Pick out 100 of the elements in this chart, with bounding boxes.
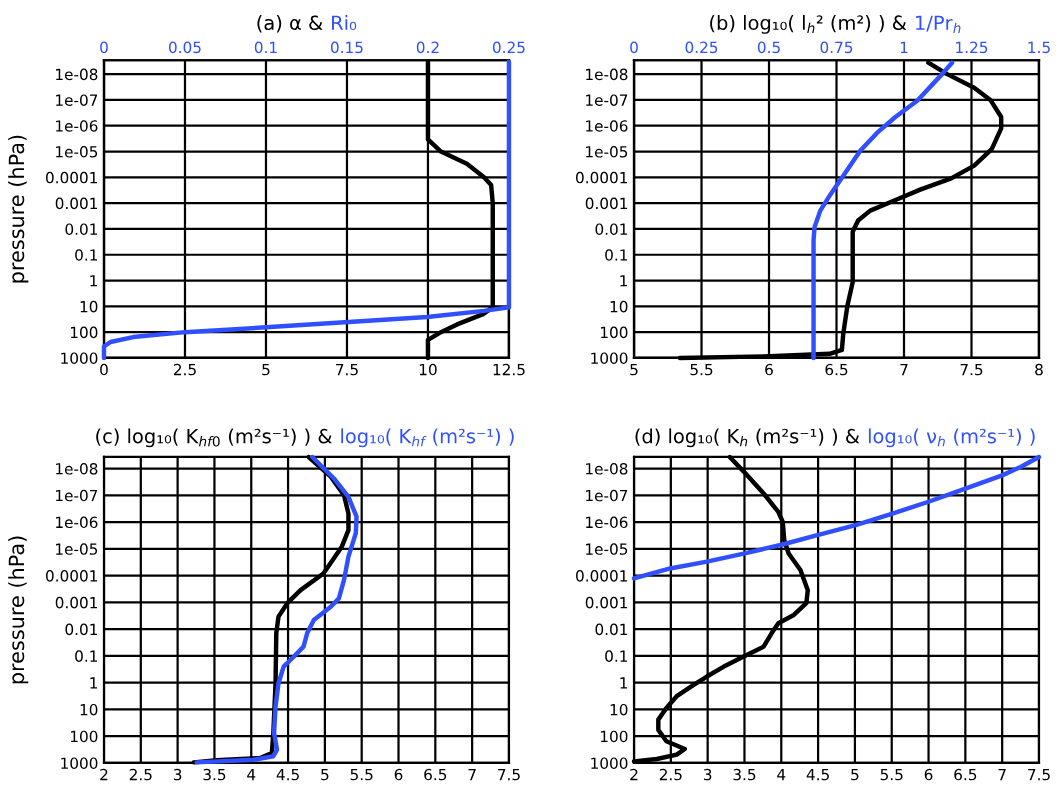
y-tick-label: 100 [70, 730, 98, 743]
chart-title: (a) α & [257, 15, 323, 33]
x-tick-label: 7.5 [960, 363, 983, 376]
y-tick-label: 100 [600, 326, 628, 339]
x-tick-label: 2.5 [173, 363, 196, 376]
x-tick-label: 3 [173, 768, 182, 781]
x-tick-label: 5.5 [880, 768, 903, 781]
y-tick-label: 1 [620, 677, 628, 689]
x-tick-label: 5.5 [350, 768, 373, 781]
y-tick-label: 1000 [61, 757, 98, 769]
y-tick-label: 10 [610, 703, 628, 716]
y-tick-label: 1e-06 [586, 516, 628, 529]
y-tick-label: 0.0001 [576, 171, 628, 184]
y-tick-label: 1e-08 [56, 68, 98, 81]
x-tick-label: 2 [100, 768, 108, 781]
x-tick-label: 6 [394, 768, 403, 781]
x2-tick-label: 0.75 [820, 41, 853, 54]
y-tick-label: 1 [90, 275, 98, 287]
x-tick-label: 4.5 [806, 768, 829, 781]
y-tick-label: 1e-07 [586, 489, 628, 502]
y-tick-label: 0.01 [595, 623, 628, 636]
y-tick-label: 0.0001 [45, 171, 98, 184]
x-tick-label: 7.5 [336, 363, 358, 376]
x-tick-label: 6 [924, 768, 933, 781]
y-axis-title: pressure (hPa) [8, 536, 29, 684]
y-tick-label: 1 [620, 275, 628, 287]
x-tick-label: 3.5 [203, 768, 226, 781]
y-tick-label: 1e-07 [586, 94, 628, 106]
x-tick-label: 4 [777, 768, 786, 781]
x-tick-label: 2.5 [659, 768, 682, 781]
x-tick-label: 5 [321, 768, 329, 781]
x-tick-label: 7 [998, 768, 1006, 781]
x2-tick-label: 0.2 [416, 41, 439, 54]
x-tick-label: 7 [900, 363, 908, 376]
x-tick-label: 7.5 [498, 768, 520, 781]
y-tick-label: 1e-07 [56, 489, 98, 502]
y-tick-label: 1e-06 [56, 516, 98, 529]
x2-tick-label: 0 [100, 41, 108, 54]
x2-tick-label: 1.5 [1028, 41, 1050, 54]
y-tick-label: 0.1 [605, 650, 628, 662]
y-tick-label: 0.001 [55, 596, 98, 609]
x-tick-label: 12.5 [493, 363, 525, 376]
y-tick-label: 0.01 [65, 623, 98, 636]
series-label: 1/Pr$_{h}$ [916, 15, 961, 33]
y-tick-label: 0.0001 [45, 570, 98, 582]
y-tick-label: 0.01 [595, 223, 628, 235]
text: Ri₀ [332, 15, 357, 31]
series-label: log₁₀( K$_{hf}$ (m²s⁻¹) ) [341, 428, 514, 448]
chart-title: (d) log₁₀( K$_{h}$ (m²s⁻¹) ) & [635, 428, 860, 448]
x-tick-label: 2 [630, 768, 638, 781]
x-tick-label: 7.5 [1028, 768, 1050, 781]
x-tick-label: 5 [851, 768, 859, 781]
y-tick-label: 1e-08 [586, 463, 628, 475]
x-tick-label: 2.5 [129, 768, 152, 781]
x-tick-label: 4.5 [276, 768, 299, 781]
x-tick-label: 5.5 [690, 363, 713, 376]
y-tick-label: 100 [600, 730, 628, 743]
y-tick-label: 1e-07 [56, 94, 98, 106]
chart-title: (c) log₁₀( K$_{hf0}$ (m²s⁻¹) ) & [96, 428, 332, 448]
x-tick-label: 6.5 [825, 363, 848, 376]
y-tick-label: 1e-06 [56, 120, 98, 132]
y-tick-label: 1e-05 [56, 543, 98, 555]
x2-tick-label: 0 [630, 41, 638, 54]
chart-title: (b) log₁₀( l$_{h}$² (m²) ) & [710, 15, 907, 34]
x2-tick-label: 0.25 [492, 41, 525, 54]
y-tick-label: 1 [90, 677, 98, 689]
y-tick-label: 1e-06 [586, 120, 628, 132]
y-tick-label: 1e-05 [586, 543, 628, 555]
y-tick-label: 1e-08 [56, 463, 98, 475]
x-tick-label: 8 [1035, 363, 1043, 376]
y-tick-label: 100 [70, 326, 98, 339]
x2-tick-label: 0.1 [254, 41, 277, 54]
y-tick-label: 0.0001 [576, 570, 628, 582]
x-tick-label: 6 [765, 363, 773, 376]
y-tick-label: 0.1 [75, 249, 98, 261]
y-tick-label: 1e-08 [586, 68, 628, 81]
y-tick-label: 1e-05 [586, 146, 628, 158]
x2-tick-label: 1.25 [956, 41, 988, 54]
y-tick-label: 10 [610, 300, 628, 313]
y-tick-label: 0.001 [585, 197, 628, 210]
x-tick-label: 5 [630, 363, 638, 376]
y-tick-label: 10 [80, 300, 98, 313]
x-tick-label: 5 [262, 363, 270, 376]
y-tick-label: 0.001 [55, 197, 98, 210]
x2-tick-label: 0.25 [685, 41, 718, 54]
x2-tick-label: 1 [900, 41, 908, 53]
y-tick-label: 1000 [61, 352, 98, 364]
y-tick-label: 1000 [591, 352, 628, 364]
x-tick-label: 6.5 [954, 768, 977, 781]
x-tick-label: 4 [247, 768, 256, 781]
x-tick-label: 0 [100, 363, 108, 376]
series-label: log₁₀( ν$_{h}$ (m²s⁻¹) ) [868, 428, 1035, 448]
y-tick-label: 1000 [591, 757, 628, 769]
x-tick-label: 3 [703, 768, 712, 781]
x-tick-label: 6.5 [424, 768, 447, 781]
y-tick-label: 0.1 [75, 650, 98, 662]
x-tick-label: 10 [419, 363, 437, 376]
y-tick-label: 0.001 [585, 596, 628, 609]
y-tick-label: 0.01 [65, 223, 98, 235]
y-tick-label: 10 [80, 703, 98, 716]
